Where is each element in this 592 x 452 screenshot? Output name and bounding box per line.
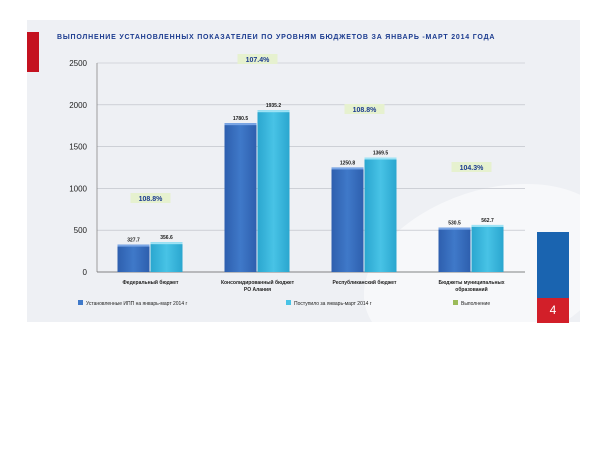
data-label: 1780.5 [233, 116, 249, 122]
side-accent-blue [537, 232, 569, 298]
data-label: 356.6 [160, 235, 173, 241]
data-label: 562.7 [481, 218, 494, 224]
side-accent-red [537, 298, 569, 323]
data-label: 1369.5 [373, 151, 389, 157]
y-tick-label: 2000 [69, 101, 87, 110]
percent-box [130, 193, 171, 203]
legend-swatch [78, 300, 83, 305]
bar-series2 [471, 224, 504, 272]
percent-box [237, 54, 278, 64]
title-accent-bar [27, 32, 39, 72]
percent-label: 107.4% [246, 57, 271, 64]
percent-box [451, 162, 492, 172]
slide-title: ВЫПОЛНЕНИЕ УСТАНОВЛЕННЫХ ПОКАЗАТЕЛЕЙ ПО … [57, 34, 496, 41]
category-label: образований [455, 286, 487, 293]
bar-series2-top [364, 157, 397, 160]
bar-series1-top [331, 167, 364, 170]
legend-label: Поступило за январь-март 2014 г [294, 301, 372, 307]
category-label: Бюджеты муниципальных [438, 280, 504, 286]
legend-label: Выполнение [461, 301, 490, 307]
bar-series1-top [438, 227, 471, 230]
category-label: РО Алания [244, 287, 271, 293]
bar-series1 [224, 123, 257, 272]
bar-series1-top [117, 244, 150, 247]
bar-series1-top [224, 123, 257, 126]
bar-series2 [257, 110, 290, 272]
y-tick-label: 500 [74, 226, 88, 235]
data-label: 1250.8 [340, 160, 356, 166]
bar-series2-top [257, 110, 290, 113]
bar-series2-top [471, 224, 504, 227]
data-label: 327.7 [127, 238, 140, 244]
category-label: Федеральный бюджет [123, 279, 180, 286]
percent-box [344, 104, 385, 114]
y-tick-label: 1500 [69, 143, 87, 152]
legend-label: Установленные ИПП на январь-март 2014 г [86, 301, 188, 307]
percent-label: 108.8% [139, 196, 164, 203]
bar-series1 [438, 227, 471, 272]
y-tick-label: 2500 [69, 59, 87, 68]
y-tick-label: 1000 [69, 184, 87, 193]
legend-swatch [286, 300, 291, 305]
category-label: Республиканский бюджет [333, 279, 398, 286]
bar-series2 [364, 157, 397, 272]
percent-label: 104.3% [460, 165, 485, 172]
category-label: Консолидированный бюджет [221, 279, 295, 286]
bar-series1 [117, 244, 150, 272]
data-label: 1935.2 [266, 103, 282, 109]
bar-series2 [150, 242, 183, 272]
legend-swatch [453, 300, 458, 305]
bar-series1 [331, 167, 364, 272]
page-number: 4 [549, 303, 557, 317]
y-tick-label: 0 [83, 268, 88, 277]
data-label: 530.5 [448, 221, 461, 227]
percent-label: 108.8% [353, 107, 378, 114]
bar-series2-top [150, 242, 183, 245]
